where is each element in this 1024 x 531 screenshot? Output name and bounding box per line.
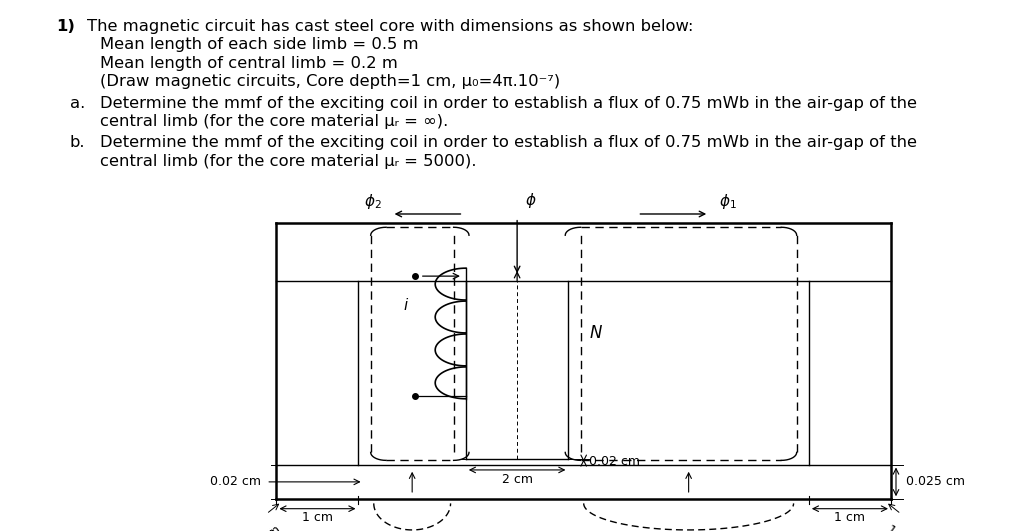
Text: central limb (for the core material μᵣ = 5000).: central limb (for the core material μᵣ =… <box>100 154 477 169</box>
Text: 1 cm: 1 cm <box>302 511 333 524</box>
Text: 1 cm: 1 cm <box>835 511 865 524</box>
Text: $\phi_1$: $\phi_1$ <box>720 192 737 211</box>
Text: $\phi$: $\phi$ <box>525 191 537 210</box>
Text: Determine the mmf of the exciting coil in order to establish a flux of 0.75 mWb : Determine the mmf of the exciting coil i… <box>100 135 918 150</box>
Text: $N$: $N$ <box>589 324 603 342</box>
Text: 1): 1) <box>56 19 75 33</box>
Text: b.: b. <box>70 135 85 150</box>
Text: Determine the mmf of the exciting coil in order to establish a flux of 0.75 mWb : Determine the mmf of the exciting coil i… <box>100 96 918 110</box>
Text: 1 cm: 1 cm <box>250 523 283 531</box>
Text: 1 cm: 1 cm <box>885 523 918 531</box>
Text: Mean length of central limb = 0.2 m: Mean length of central limb = 0.2 m <box>100 56 398 71</box>
Text: central limb (for the core material μᵣ = ∞).: central limb (for the core material μᵣ =… <box>100 114 449 129</box>
Text: Mean length of each side limb = 0.5 m: Mean length of each side limb = 0.5 m <box>100 37 419 52</box>
Text: 2 cm: 2 cm <box>502 473 532 485</box>
Text: a.: a. <box>70 96 85 110</box>
Text: 0.02 cm: 0.02 cm <box>589 456 640 468</box>
Text: $i$: $i$ <box>403 297 410 313</box>
Text: (Draw magnetic circuits, Core depth=1 cm, μ₀=4π.10⁻⁷): (Draw magnetic circuits, Core depth=1 cm… <box>100 74 560 89</box>
Text: 0.02 cm: 0.02 cm <box>210 475 261 489</box>
Text: The magnetic circuit has cast steel core with dimensions as shown below:: The magnetic circuit has cast steel core… <box>87 19 693 33</box>
Text: 0.025 cm: 0.025 cm <box>906 475 966 489</box>
Text: $\phi_2$: $\phi_2$ <box>364 192 381 211</box>
